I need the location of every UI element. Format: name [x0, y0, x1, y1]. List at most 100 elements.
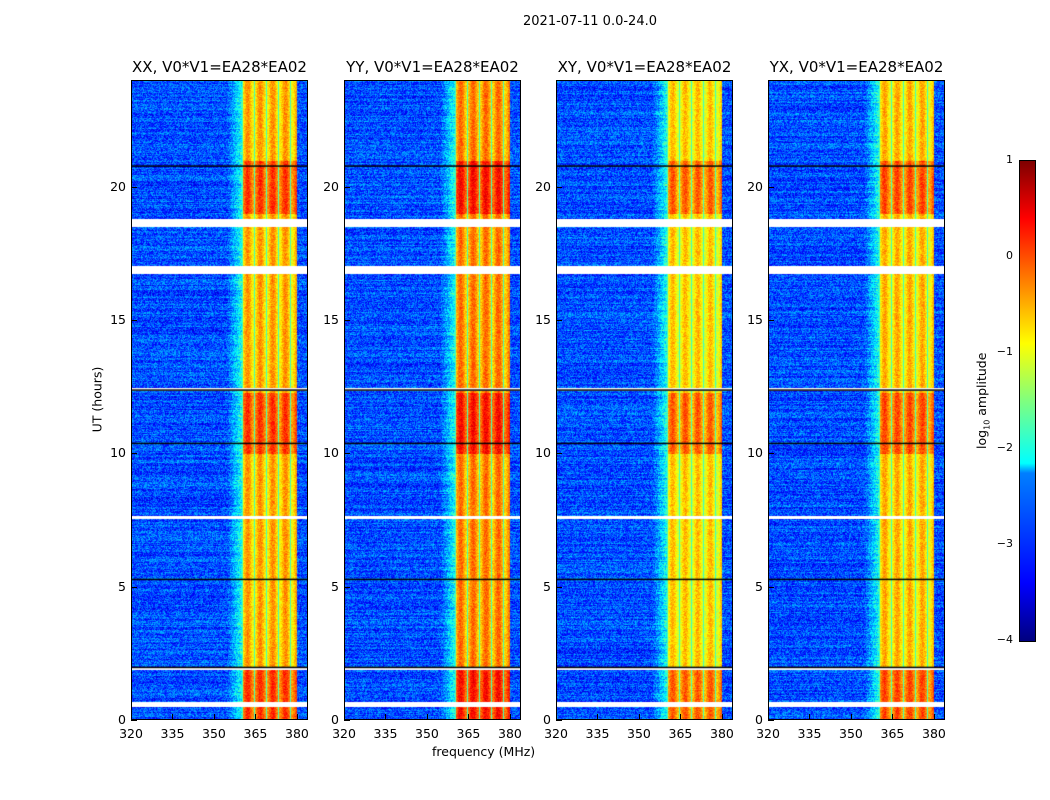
- x-tick-mark: [255, 714, 257, 720]
- y-tick-mark: [131, 320, 137, 321]
- x-tick-label: 365: [243, 726, 268, 741]
- y-tick-label: 20: [747, 178, 763, 194]
- spectrogram-panel: YX, V0*V1=EA28*EA02 320 335 350 365 380 0 5 10 15…: [747, 58, 946, 741]
- colorbar-tick-label: −3: [996, 537, 1013, 550]
- x-tick-mark: [638, 714, 640, 720]
- colorbar-tick-label: −4: [996, 633, 1013, 646]
- x-tick-mark: [850, 714, 852, 720]
- x-tick-mark: [809, 714, 811, 720]
- y-tick-mark: [344, 186, 350, 188]
- colorbar-tick-label: −2: [996, 441, 1013, 454]
- y-tick-mark: [768, 320, 774, 321]
- x-tick-label: 335: [160, 726, 185, 741]
- heatmap-image: [131, 80, 308, 720]
- panel-title: XX, V0*V1=EA28*EA02: [132, 58, 307, 76]
- y-tick-label: 10: [535, 445, 551, 461]
- x-tick-mark: [721, 714, 723, 720]
- y-tick-label: 5: [331, 578, 339, 594]
- x-tick-mark: [680, 714, 682, 720]
- colorbar-tick-label: 0: [1006, 249, 1013, 262]
- y-tick-mark: [556, 453, 562, 455]
- x-tick-mark: [385, 714, 387, 720]
- x-tick-label: 350: [202, 726, 226, 741]
- x-tick-label: 335: [585, 726, 610, 741]
- axes-frame: [768, 80, 945, 720]
- spectrogram-panel: XX, V0*V1=EA28*EA02 320 335 350 365 380 0 5 10 15…: [110, 58, 309, 741]
- y-tick-mark: [768, 720, 774, 721]
- colorbar-tick-label: −1: [996, 345, 1013, 358]
- y-tick-mark: [556, 586, 562, 588]
- y-tick-mark: [768, 453, 774, 455]
- x-tick-label: 320: [756, 726, 780, 741]
- panel-title: YY, V0*V1=EA28*EA02: [346, 58, 519, 76]
- y-tick-label: 10: [747, 445, 763, 461]
- y-tick-label: 20: [535, 178, 551, 194]
- x-tick-label: 380: [922, 726, 946, 741]
- x-tick-label: 350: [415, 726, 439, 741]
- x-tick-label: 380: [285, 726, 309, 741]
- y-axis-label: UT (hours): [89, 366, 105, 433]
- y-tick-mark: [556, 186, 562, 188]
- x-tick-mark: [597, 714, 599, 720]
- y-tick-mark: [768, 586, 774, 588]
- colorbar-label: log10 amplitude: [973, 352, 992, 449]
- y-tick-label: 15: [747, 312, 763, 327]
- y-tick-label: 15: [110, 312, 126, 327]
- x-tick-mark: [426, 714, 428, 720]
- x-tick-label: 335: [373, 726, 398, 741]
- y-tick-mark: [344, 320, 350, 321]
- y-tick-label: 5: [118, 578, 126, 594]
- y-tick-label: 0: [755, 712, 763, 727]
- x-tick-mark: [131, 714, 132, 720]
- x-tick-label: 320: [119, 726, 143, 741]
- spectrogram-panel: XY, V0*V1=EA28*EA02 320 335 350 365 380 0 5 10 15…: [535, 58, 734, 741]
- y-tick-mark: [131, 586, 137, 588]
- y-tick-label: 0: [118, 712, 126, 727]
- figure-title: 2021-07-11 0.0-24.0: [523, 14, 657, 29]
- heatmap-image: [344, 80, 521, 720]
- y-tick-label: 15: [535, 312, 551, 327]
- y-tick-label: 20: [323, 178, 339, 194]
- y-tick-label: 10: [323, 445, 339, 461]
- y-tick-mark: [556, 720, 562, 721]
- x-tick-mark: [344, 714, 345, 720]
- spectrogram-panel: YY, V0*V1=EA28*EA02 320 335 350 365 380 0 5 10 15…: [323, 58, 522, 741]
- x-tick-label: 335: [797, 726, 822, 741]
- y-tick-mark: [768, 186, 774, 188]
- x-tick-mark: [556, 714, 557, 720]
- y-tick-label: 0: [331, 712, 339, 727]
- x-tick-mark: [296, 714, 298, 720]
- y-tick-label: 5: [543, 578, 551, 594]
- y-tick-label: 20: [110, 178, 126, 194]
- y-tick-label: 5: [755, 578, 763, 594]
- y-tick-label: 0: [543, 712, 551, 727]
- x-tick-mark: [892, 714, 894, 720]
- x-tick-mark: [509, 714, 511, 720]
- x-tick-mark: [933, 714, 935, 720]
- x-tick-mark: [172, 714, 174, 720]
- x-tick-mark: [213, 714, 215, 720]
- x-tick-label: 365: [668, 726, 693, 741]
- x-tick-mark: [468, 714, 470, 720]
- axes-frame: [556, 80, 733, 720]
- axes-frame: [131, 80, 308, 720]
- axes-frame: [344, 80, 521, 720]
- y-tick-mark: [131, 186, 137, 188]
- y-tick-mark: [556, 320, 562, 321]
- y-tick-mark: [344, 453, 350, 455]
- x-tick-label: 365: [880, 726, 905, 741]
- panel-title: YX, V0*V1=EA28*EA02: [769, 58, 944, 76]
- panel-title: XY, V0*V1=EA28*EA02: [557, 58, 732, 76]
- y-tick-label: 15: [323, 312, 339, 327]
- x-tick-label: 380: [710, 726, 734, 741]
- x-tick-label: 320: [332, 726, 356, 741]
- x-axis-label: frequency (MHz): [432, 744, 536, 759]
- y-tick-mark: [344, 586, 350, 588]
- y-tick-mark: [131, 453, 137, 455]
- x-tick-mark: [768, 714, 769, 720]
- x-tick-label: 380: [498, 726, 522, 741]
- y-tick-mark: [131, 720, 137, 721]
- heatmap-image: [768, 80, 945, 720]
- heatmap-image: [556, 80, 733, 720]
